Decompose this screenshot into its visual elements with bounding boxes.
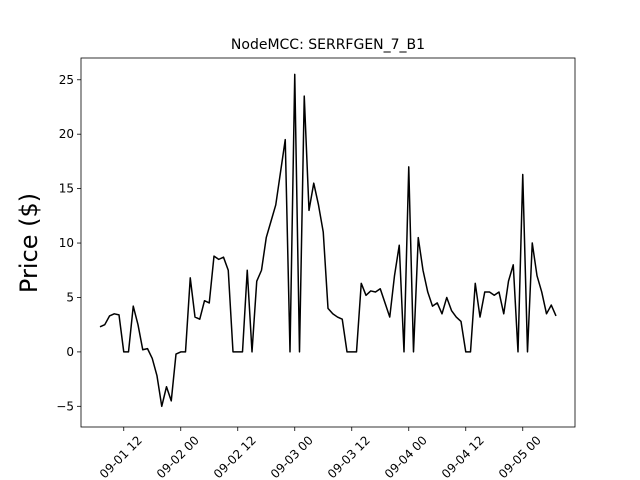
y-tick-label: 0 xyxy=(66,345,74,359)
y-tick-label: 5 xyxy=(66,290,74,304)
y-tick-label: 15 xyxy=(59,182,74,196)
y-axis-label: Price ($) xyxy=(15,193,43,293)
y-tick-label: −5 xyxy=(56,399,74,413)
y-tick-label: 20 xyxy=(59,127,74,141)
y-tick-label: 10 xyxy=(59,236,74,250)
chart-title: NodeMCC: SERRFGEN_7_B1 xyxy=(231,37,425,53)
plot-frame xyxy=(80,57,576,428)
y-tick-label: 25 xyxy=(59,73,74,87)
price-line xyxy=(99,73,557,408)
